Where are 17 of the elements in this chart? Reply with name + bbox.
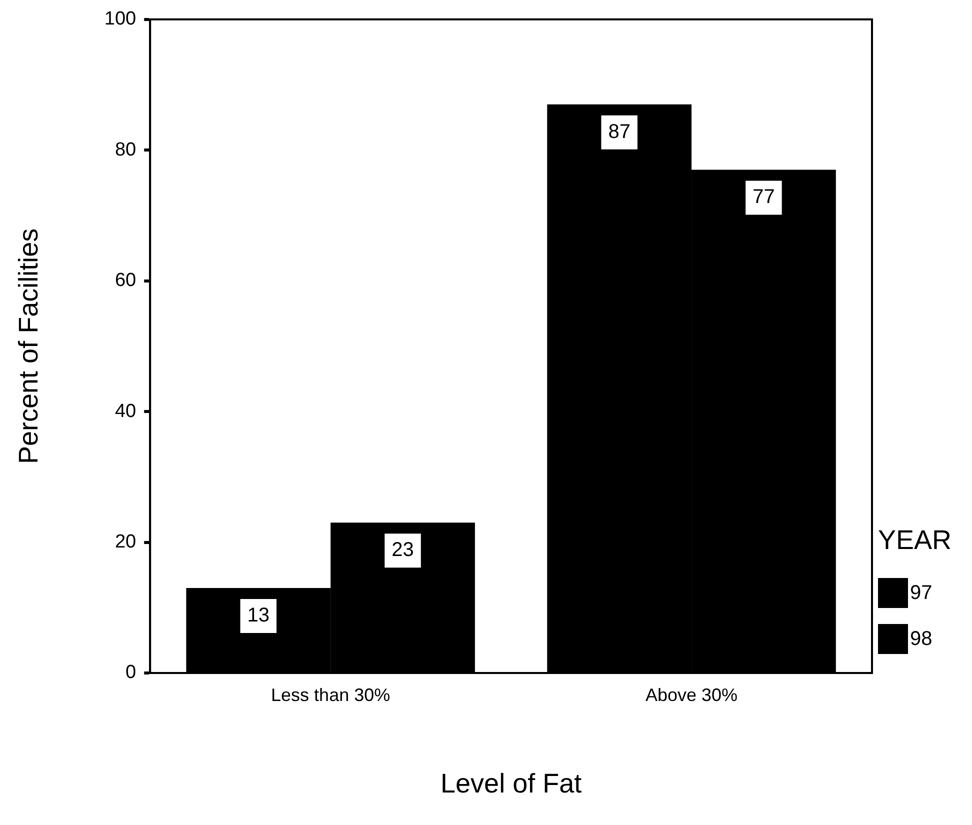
x-tick-label: Less than 30%: [271, 684, 390, 705]
data-label: 13: [247, 604, 270, 627]
y-tick-label: 80: [114, 139, 136, 160]
y-tick-label: 100: [104, 8, 136, 30]
legend-title: YEAR: [878, 525, 952, 556]
data-label: 77: [752, 186, 775, 208]
y-tick-label: 20: [114, 532, 136, 553]
data-label: 23: [392, 539, 414, 562]
data-label: 87: [608, 120, 630, 143]
x-tick-label: Above 30%: [645, 684, 738, 705]
legend-label: 97: [910, 582, 932, 604]
y-tick-label: 0: [126, 662, 136, 684]
legend-label: 98: [910, 628, 932, 650]
x-axis-title: Level of Fat: [440, 768, 582, 798]
y-tick-label: 40: [114, 400, 136, 422]
y-tick-label: 60: [114, 270, 136, 292]
y-axis-title: Percent of Facilities: [14, 228, 44, 464]
